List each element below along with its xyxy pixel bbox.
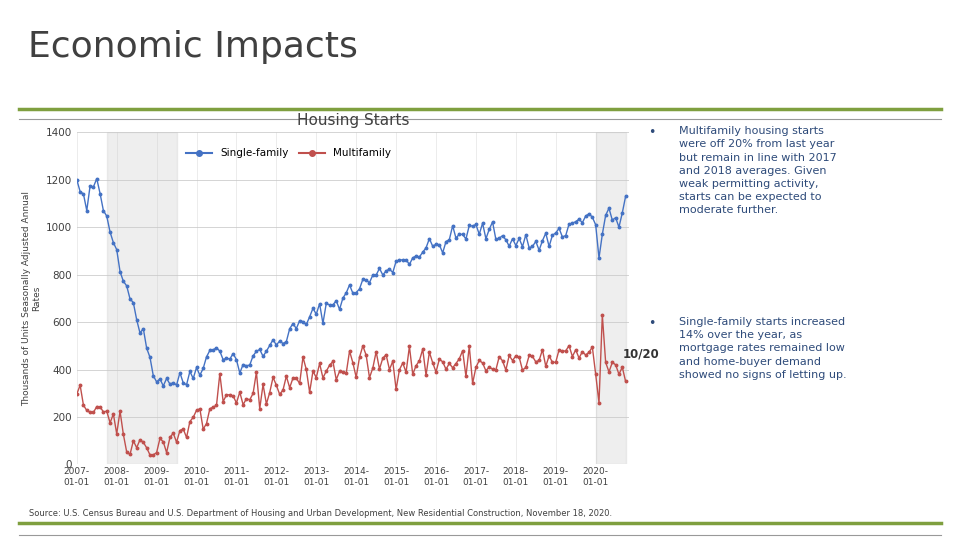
Multifamily <box>616 364 628 370</box>
Multifamily <box>589 371 601 377</box>
Line: Multifamily: Multifamily <box>76 314 627 456</box>
Single-family <box>84 183 96 189</box>
Multifamily <box>596 312 608 318</box>
Multifamily <box>144 451 156 458</box>
Multifamily <box>84 409 96 416</box>
Text: Multifamily housing starts
were off 20% from last year
but remain in line with 2: Multifamily housing starts were off 20% … <box>679 126 837 215</box>
Bar <box>107 132 177 464</box>
Text: Economic Impacts: Economic Impacts <box>28 30 358 64</box>
Single-family <box>444 237 455 243</box>
Multifamily <box>423 349 435 355</box>
Single-family <box>91 176 103 182</box>
Text: 10/20: 10/20 <box>623 348 660 361</box>
Text: •: • <box>648 317 655 330</box>
Text: •: • <box>648 126 655 139</box>
Text: Single-family starts increased
14% over the year, as
mortgage rates remained low: Single-family starts increased 14% over … <box>679 317 847 380</box>
Single-family <box>593 255 605 261</box>
Single-family <box>620 193 632 200</box>
Single-family <box>71 177 83 183</box>
Multifamily <box>441 366 452 373</box>
Legend: Single-family, Multifamily: Single-family, Multifamily <box>181 144 396 163</box>
Single-family <box>616 210 628 216</box>
Single-family <box>157 383 169 389</box>
Text: Source: U.S. Census Bureau and U.S. Department of Housing and Urban Development,: Source: U.S. Census Bureau and U.S. Depa… <box>29 509 612 517</box>
Y-axis label: Thousands of Units Seasonally Adjusted Annual
Rates: Thousands of Units Seasonally Adjusted A… <box>22 191 41 406</box>
Multifamily <box>71 391 83 397</box>
Multifamily <box>228 393 239 399</box>
Single-family <box>427 243 439 249</box>
Line: Single-family: Single-family <box>76 177 627 387</box>
Bar <box>595 132 626 464</box>
Multifamily <box>620 378 632 384</box>
Single-family <box>230 356 242 363</box>
Title: Housing Starts: Housing Starts <box>297 113 409 129</box>
